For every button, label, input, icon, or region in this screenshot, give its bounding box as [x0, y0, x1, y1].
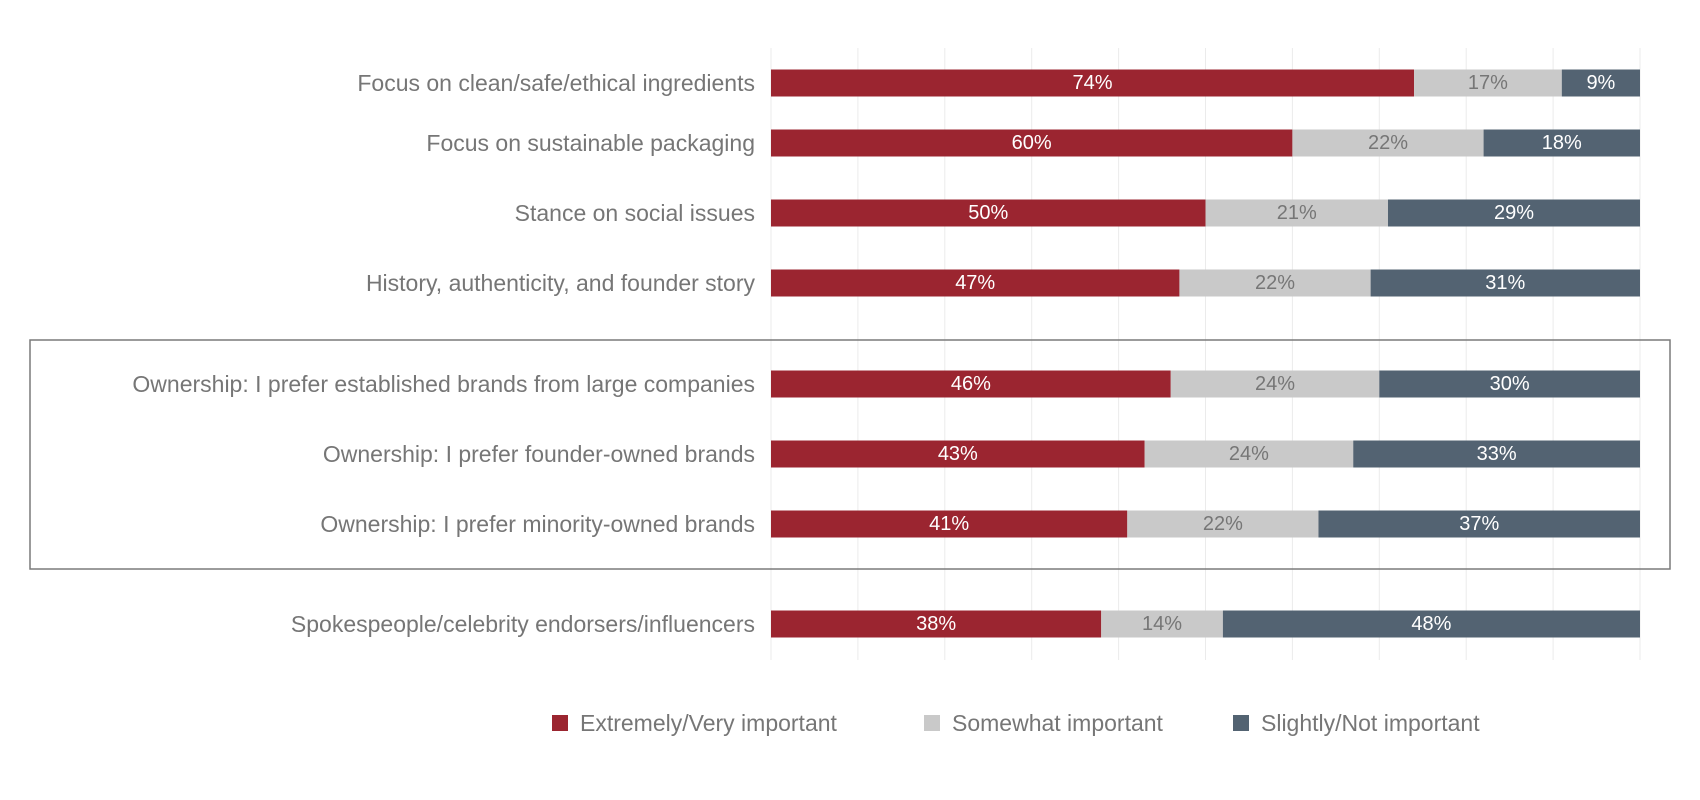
bar-rows: Focus on clean/safe/ethical ingredients 7…: [132, 69, 1640, 638]
data-label: 50%: [968, 202, 1008, 224]
bar-segment-not-important: [1483, 129, 1640, 157]
data-label: 47%: [955, 272, 995, 294]
legend-item-somewhat-important: Somewhat important: [924, 710, 1164, 736]
data-label: 17%: [1468, 72, 1508, 94]
category-label: History, authenticity, and founder story: [366, 270, 756, 296]
data-label: 14%: [1142, 613, 1182, 635]
bar-segment-extremely-important: [771, 69, 1415, 97]
data-label: 24%: [1229, 443, 1269, 465]
bar-segment-somewhat-important: [1144, 440, 1354, 468]
data-label: 33%: [1477, 443, 1517, 465]
bar-row: Focus on sustainable packaging 60% 22% 18%: [426, 129, 1640, 157]
bar-segment-not-important: [1222, 610, 1640, 638]
bar-segment-somewhat-important: [1179, 269, 1371, 297]
bar-segment-somewhat-important: [1292, 129, 1484, 157]
bar-segment-extremely-important: [771, 510, 1128, 538]
data-label: 22%: [1368, 132, 1408, 154]
category-label: Focus on sustainable packaging: [426, 130, 755, 156]
category-label: Focus on clean/safe/ethical ingredients: [357, 70, 755, 96]
legend-swatch: [924, 715, 940, 731]
bar-segment-not-important: [1379, 370, 1640, 398]
bar-segment-extremely-important: [771, 199, 1206, 227]
bar-segment-not-important: [1561, 69, 1640, 97]
category-label: Spokespeople/celebrity endorsers/influen…: [291, 611, 755, 637]
ownership-highlight-box: [29, 339, 1671, 570]
bar-row: Spokespeople/celebrity endorsers/influen…: [291, 610, 1640, 638]
data-label: 22%: [1255, 272, 1295, 294]
bar-segment-not-important: [1318, 510, 1640, 538]
data-label: 30%: [1490, 373, 1530, 395]
bar-segment-not-important: [1370, 269, 1640, 297]
legend-item-not-important: Slightly/Not important: [1233, 710, 1480, 736]
data-label: 18%: [1542, 132, 1582, 154]
bar-segment-extremely-important: [771, 129, 1293, 157]
data-label: 31%: [1485, 272, 1525, 294]
bar-segment-extremely-important: [771, 610, 1102, 638]
bar-segment-extremely-important: [771, 440, 1145, 468]
data-label: 43%: [938, 443, 978, 465]
data-label: 22%: [1203, 513, 1243, 535]
data-label: 74%: [1073, 72, 1113, 94]
data-label: 29%: [1494, 202, 1534, 224]
legend: Extremely/Very important Somewhat importa…: [552, 710, 1480, 736]
bar-segment-not-important: [1387, 199, 1640, 227]
legend-label: Somewhat important: [952, 710, 1164, 736]
bar-segment-somewhat-important: [1127, 510, 1319, 538]
bar-segment-somewhat-important: [1170, 370, 1380, 398]
bar-row: Ownership: I prefer minority-owned brand…: [320, 510, 1640, 538]
data-label: 24%: [1255, 373, 1295, 395]
bar-segment-somewhat-important: [1414, 69, 1562, 97]
bar-segment-extremely-important: [771, 370, 1171, 398]
legend-swatch: [1233, 715, 1249, 731]
bar-segment-extremely-important: [771, 269, 1180, 297]
bar-row: Ownership: I prefer founder-owned brands…: [323, 440, 1640, 468]
legend-item-extremely-important: Extremely/Very important: [552, 710, 838, 736]
data-label: 21%: [1277, 202, 1317, 224]
legend-label: Slightly/Not important: [1261, 710, 1480, 736]
bar-segment-not-important: [1353, 440, 1640, 468]
bar-row: Focus on clean/safe/ethical ingredients 7…: [357, 69, 1640, 97]
bar-row: History, authenticity, and founder story…: [366, 269, 1640, 297]
legend-swatch: [552, 715, 568, 731]
category-label: Stance on social issues: [515, 200, 755, 226]
data-label: 41%: [929, 513, 969, 535]
data-label: 60%: [1012, 132, 1052, 154]
bar-segment-somewhat-important: [1205, 199, 1388, 227]
category-label: Ownership: I prefer minority-owned brand…: [320, 511, 755, 537]
data-label: 37%: [1459, 513, 1499, 535]
bar-row: Ownership: I prefer established brands f…: [132, 370, 1640, 398]
category-label: Ownership: I prefer established brands f…: [132, 371, 755, 397]
category-label: Ownership: I prefer founder-owned brands: [323, 441, 755, 467]
data-label: 46%: [951, 373, 991, 395]
data-label: 48%: [1411, 613, 1451, 635]
data-label: 38%: [916, 613, 956, 635]
legend-label: Extremely/Very important: [580, 710, 838, 736]
bar-row: Stance on social issues 50% 21% 29%: [515, 199, 1640, 227]
data-label: 9%: [1586, 72, 1615, 94]
bar-segment-somewhat-important: [1101, 610, 1223, 638]
